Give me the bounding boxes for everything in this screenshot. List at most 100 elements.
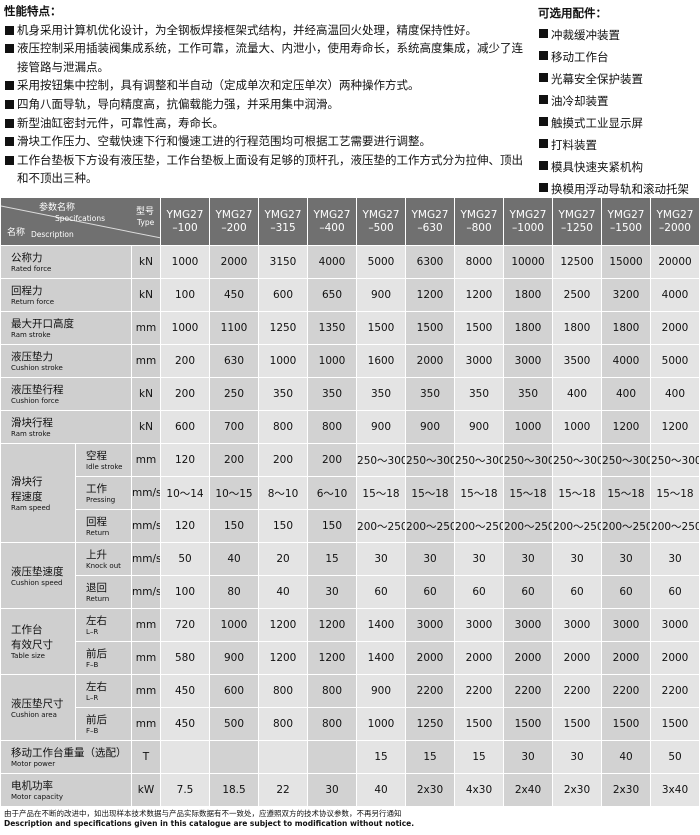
value: 900: [356, 278, 407, 312]
value: 60: [503, 575, 554, 609]
unit: mm/s: [130, 575, 162, 609]
row-name-zh: 移动工作台重量（选配）: [11, 747, 127, 759]
value: 3000: [454, 344, 505, 378]
value: 200～250: [503, 509, 554, 543]
value: 3000: [601, 608, 652, 642]
value: 250～300: [405, 443, 456, 477]
value: 1200: [650, 410, 700, 444]
value: 15～18: [405, 476, 456, 510]
model-prefix: YMG27: [460, 208, 498, 221]
model-suffix: –200: [221, 221, 247, 234]
value: 10000: [503, 245, 554, 279]
value: 3200: [601, 278, 652, 312]
value: 100: [160, 575, 211, 609]
name-en: Description: [31, 230, 74, 239]
options-item: 换模用浮动导轨和滚动托架: [538, 178, 700, 200]
row: 工作台 有效尺寸 Table size 左右 L–R mm 720 1000 1200 1200 1…: [0, 608, 700, 675]
model-suffix: –1500: [610, 221, 642, 234]
value: 3x40: [650, 773, 700, 807]
row: 液压垫行程 Cushion force kN 200 250 350 350 350 350 35…: [0, 377, 700, 411]
unit: kN: [130, 278, 162, 312]
value: 2200: [405, 674, 456, 708]
value: 30: [552, 542, 603, 576]
row-name-zh: 滑块行: [11, 475, 43, 488]
row: 回程 Return mm/s 120 150 150 150 200～250 200～250 20…: [1, 509, 700, 543]
sub-name: 左右 L–R: [75, 608, 132, 642]
value: [307, 740, 358, 774]
value: 200: [258, 443, 309, 477]
type-zh: 型号: [136, 207, 155, 217]
options-item: 触摸式工业显示屏: [538, 112, 700, 134]
value: 250: [209, 377, 260, 411]
model-suffix: –800: [466, 221, 492, 234]
model-prefix: YMG27: [607, 208, 645, 221]
row-name-zh: 液压垫力: [11, 351, 53, 363]
value: 1800: [552, 311, 603, 345]
value: 250～300: [552, 443, 603, 477]
value: 30: [552, 740, 603, 774]
row-name: 最大开口高度 Ram stroke: [0, 311, 132, 345]
value: 6300: [405, 245, 456, 279]
value: 1200: [307, 641, 358, 675]
features-item: 工作台垫板下方设有液压垫，工作台垫板上面设有足够的顶杆孔，液压垫的工作方式分为拉…: [4, 151, 534, 188]
value: 60: [552, 575, 603, 609]
model: YMG27 –1000: [503, 197, 554, 246]
value: 350: [405, 377, 456, 411]
value: 120: [160, 443, 211, 477]
row-name-en: Return force: [11, 298, 55, 306]
value: 30: [503, 542, 554, 576]
model: YMG27 –400: [307, 197, 358, 246]
sub-name-zh: 空程: [86, 450, 107, 462]
value: 1200: [307, 608, 358, 642]
sub-name: 退回 Return: [75, 575, 132, 609]
value: 30: [307, 773, 358, 807]
value: 1000: [356, 707, 407, 741]
unit: mm/s: [130, 542, 162, 576]
value: 120: [160, 509, 211, 543]
diagonal: [1, 205, 160, 239]
value: 1500: [552, 707, 603, 741]
value: 2000: [552, 641, 603, 675]
value: 600: [160, 410, 211, 444]
row-name: 公称力 Rated force: [0, 245, 132, 279]
row-name-en: Cushion stroke: [11, 364, 63, 372]
value: 1200: [258, 641, 309, 675]
row-name-zh: 工作台: [11, 624, 43, 636]
row: 滑块行 程速度 Ram speed 空程 Idle stroke mm 120 200 200 2…: [0, 443, 700, 543]
type-en: Type: [137, 218, 155, 227]
row: 电机功率 Motor capacity kW 7.5 18.5 22 30 40 2x30 4x3…: [0, 773, 700, 807]
value: 7.5: [160, 773, 211, 807]
value: 20: [258, 542, 309, 576]
value: 3000: [454, 608, 505, 642]
value: 350: [503, 377, 554, 411]
value: 1500: [503, 707, 554, 741]
value: 80: [209, 575, 260, 609]
value: 15: [307, 542, 358, 576]
value: 1250: [405, 707, 456, 741]
model: YMG27 –800: [454, 197, 505, 246]
value: 30: [405, 542, 456, 576]
row: 退回 Return mm/s 100 80 40 30 60 60 60 60 60 60 60: [1, 575, 700, 609]
value: 1800: [601, 311, 652, 345]
sub-name-zh: 前后: [86, 648, 107, 660]
model-prefix: YMG27: [558, 208, 596, 221]
model-prefix: YMG27: [656, 208, 694, 221]
value: 1000: [160, 311, 211, 345]
row: 公称力 Rated force kN 1000 2000 3150 4000 5000 6300…: [0, 245, 700, 279]
row-name: 液压垫行程 Cushion force: [0, 377, 132, 411]
value: 15～18: [356, 476, 407, 510]
row-name-zh: 回程力: [11, 285, 43, 297]
model: YMG27 –1250: [552, 197, 603, 246]
row-name: 电机功率 Motor capacity: [0, 773, 132, 807]
value: 3000: [650, 608, 700, 642]
row: 液压垫速度 Cushion speed 上升 Knock out mm/s 50 40 20 1…: [0, 542, 700, 609]
model: YMG27 –2000: [650, 197, 700, 246]
sub-name: 空程 Idle stroke: [75, 443, 132, 477]
value: 2200: [650, 674, 700, 708]
value: 30: [356, 542, 407, 576]
sub-name-en: F–B: [86, 661, 99, 669]
value: 60: [454, 575, 505, 609]
value: 6～10: [307, 476, 358, 510]
value: 150: [209, 509, 260, 543]
